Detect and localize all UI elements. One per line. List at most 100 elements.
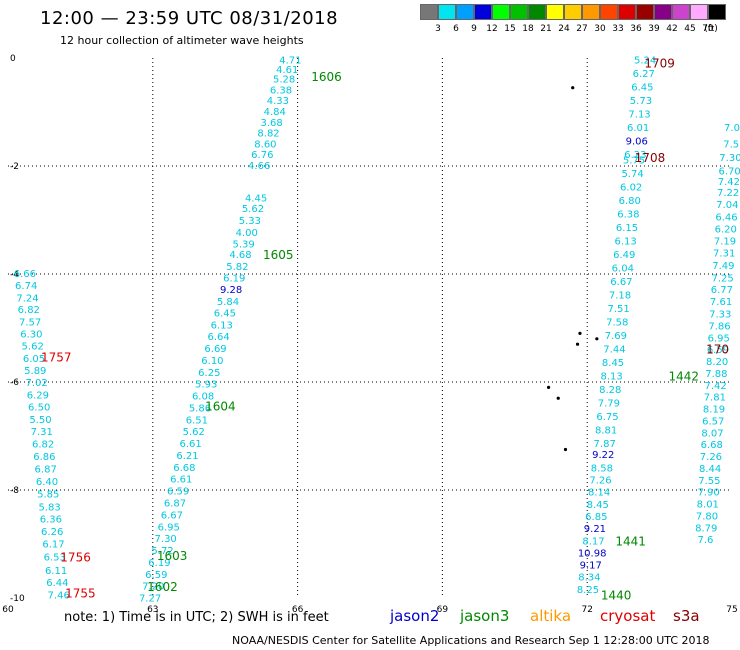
wave-height-value: 7.42 xyxy=(704,381,726,392)
wave-height-value: 7.02 xyxy=(25,378,47,389)
wave-height-value: 7.90 xyxy=(697,488,719,499)
wave-height-value: 6.59 xyxy=(145,570,167,581)
legend-label: 36 xyxy=(630,24,642,34)
wave-height-value: 5.83 xyxy=(38,502,60,513)
wave-height-value: 6.67 xyxy=(610,277,632,288)
wave-height-value: 6.26 xyxy=(41,527,63,538)
wave-height-value: 6.29 xyxy=(27,391,49,402)
wave-height-value: 5.84 xyxy=(217,297,239,308)
wave-height-value: 7.46 xyxy=(48,590,70,601)
wave-height-value: 7.49 xyxy=(712,261,734,272)
wave-height-value: 5.50 xyxy=(29,415,51,426)
wave-height-value: 7.55 xyxy=(698,476,720,487)
wave-height-value: 8.07 xyxy=(701,428,723,439)
wave-height-value: 7.22 xyxy=(717,188,739,199)
wave-height-value: 6.13 xyxy=(614,237,636,248)
wave-height-value: 6.87 xyxy=(35,464,57,475)
legend-swatch xyxy=(618,4,636,20)
wave-height-value: 6.04 xyxy=(612,264,634,275)
wave-height-value: 8.60 xyxy=(254,139,276,150)
wave-height-value: 4.66 xyxy=(248,161,270,172)
wave-height-value: 6.86 xyxy=(33,452,55,463)
wave-height-value: 6.82 xyxy=(32,440,54,451)
wave-height-value: 6.13 xyxy=(211,320,233,331)
wave-height-value: 4.61 xyxy=(276,65,298,76)
wave-height-value: 8.17 xyxy=(582,536,604,547)
x-tick-label: 69 xyxy=(437,605,449,615)
wave-height-value: 6.10 xyxy=(201,356,223,367)
satellite-label-jason3: jason3 xyxy=(460,607,510,625)
wave-height-value: 7.26 xyxy=(589,475,611,486)
legend-swatch xyxy=(654,4,672,20)
wave-height-value: 6.36 xyxy=(40,515,62,526)
island-mark xyxy=(546,385,551,389)
wave-height-value: 6.40 xyxy=(36,477,58,488)
wave-height-value: 6.80 xyxy=(619,196,641,207)
footnote: note: 1) Time is in UTC; 2) SWH is in fe… xyxy=(64,610,329,625)
wave-height-value: 6.64 xyxy=(208,332,230,343)
wave-height-value: 7.26 xyxy=(700,452,722,463)
island-mark xyxy=(563,447,568,452)
legend-swatch xyxy=(636,4,654,20)
wave-height-value: 6.50 xyxy=(28,402,50,413)
satellite-label-jason2: jason2 xyxy=(390,607,440,625)
legend-label: 27 xyxy=(576,24,588,34)
wave-height-value: 5.73 xyxy=(630,96,652,107)
wave-height-value: 7.5 xyxy=(723,139,739,150)
island-mark xyxy=(595,337,599,341)
track-time-label: 1605 xyxy=(263,248,294,262)
legend-label: 21 xyxy=(540,24,552,34)
legend-swatch xyxy=(564,4,582,20)
wave-height-value: 6.68 xyxy=(173,463,195,474)
wave-height-value: 4.71 xyxy=(279,56,301,67)
wave-height-value: 6.61 xyxy=(179,439,201,450)
wave-height-value: 7.31 xyxy=(31,427,53,438)
track-time-label: 1757 xyxy=(41,351,72,365)
wave-height-value: 6.82 xyxy=(18,305,40,316)
wave-height-value: 6.45 xyxy=(214,308,236,319)
legend-swatch xyxy=(438,4,456,20)
wave-height-value: 6.69 xyxy=(204,344,226,355)
wave-height-value: 6.61 xyxy=(170,475,192,486)
track-time-label: 1756 xyxy=(60,551,91,565)
wave-height-value: 8.58 xyxy=(591,463,613,474)
legend-swatch xyxy=(456,4,474,20)
x-tick-label: 75 xyxy=(726,605,737,615)
wave-height-value: 10.98 xyxy=(578,549,607,560)
wave-height-value: 6.76 xyxy=(251,150,273,161)
wave-height-value: 8.82 xyxy=(257,129,279,140)
wave-height-value: 6.30 xyxy=(20,329,42,340)
island-mark xyxy=(556,396,560,400)
y-tick-label: -4 xyxy=(10,270,19,280)
wave-height-value: 6.49 xyxy=(613,250,635,261)
track-time-label: 1709 xyxy=(644,56,675,70)
wave-height-value: 4.00 xyxy=(236,228,258,239)
x-tick-label: 60 xyxy=(2,605,14,615)
wave-height-value: 6.44 xyxy=(46,578,68,589)
y-tick-label: -6 xyxy=(10,378,19,388)
wave-height-value: 5.33 xyxy=(239,216,261,227)
satellite-label-altika: altika xyxy=(530,607,572,625)
legend-label: 33 xyxy=(612,24,624,34)
wave-height-value: 4.33 xyxy=(267,96,289,107)
credit-line: NOAA/NESDIS Center for Satellite Applica… xyxy=(232,634,710,647)
wave-height-value: 7.19 xyxy=(714,237,736,248)
wave-height-value: 6.02 xyxy=(620,183,642,194)
legend-swatch xyxy=(582,4,600,20)
wave-height-value: 7.18 xyxy=(609,291,631,302)
track-time-label: 1606 xyxy=(311,70,342,84)
wave-height-value: 7.33 xyxy=(709,310,731,321)
wave-height-value: 5.74 xyxy=(621,169,643,180)
wave-height-value: 7.80 xyxy=(696,511,718,522)
wave-height-value: 6.95 xyxy=(708,333,730,344)
legend-label: 42 xyxy=(666,24,678,34)
legend-label: 15 xyxy=(504,24,516,34)
wave-height-value: 8.79 xyxy=(695,523,717,534)
legend-label: 18 xyxy=(522,24,534,34)
wave-height-value: 7.57 xyxy=(19,318,41,329)
wave-height-value: 6.57 xyxy=(702,416,724,427)
wave-height-value: 4.84 xyxy=(264,107,286,118)
track-time-label: 1755 xyxy=(65,587,96,601)
wave-height-value: 6.53 xyxy=(44,553,66,564)
